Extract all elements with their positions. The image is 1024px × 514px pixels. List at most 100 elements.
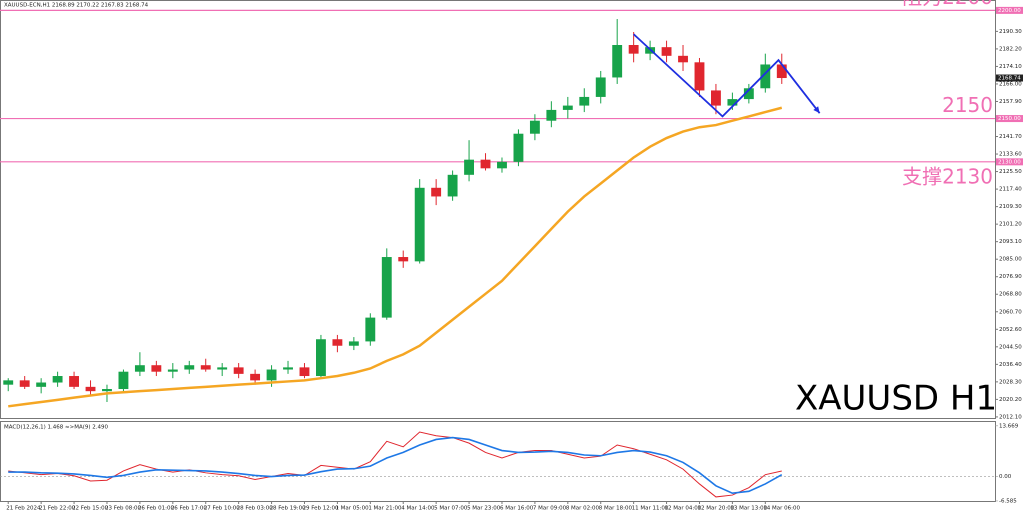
level-tag-label: 2200.00 <box>998 8 1021 14</box>
y-tick-label: 2174.10 <box>999 64 1022 70</box>
candle-body <box>299 367 310 377</box>
candle-body <box>546 109 557 121</box>
y-tick-label: 2012.10 <box>999 414 1022 420</box>
x-tick-label: 27 Feb 10:00 <box>204 506 241 512</box>
candle-body <box>595 77 606 97</box>
y-tick-label: 2109.30 <box>999 204 1022 210</box>
candle-body <box>217 367 228 370</box>
level-name: 阻力2200 <box>902 0 993 9</box>
last-price-tag <box>996 74 1023 82</box>
y-tick-label: 2133.60 <box>999 152 1022 158</box>
candle-body <box>365 317 376 342</box>
y-tick-label: 2036.40 <box>999 362 1022 368</box>
y-tick-label: 2190.30 <box>999 29 1022 35</box>
candle-body <box>200 365 211 370</box>
candle-body <box>316 339 326 377</box>
candle-body <box>414 187 425 262</box>
candle-body <box>167 369 178 372</box>
x-tick-label: 11 Mar 11:00 <box>632 506 669 512</box>
y-tick-label: 2182.20 <box>999 46 1022 52</box>
candle-body <box>727 99 738 106</box>
y-tick-label: 2028.30 <box>999 379 1022 385</box>
candle-body <box>612 45 623 78</box>
candle-body <box>447 174 458 197</box>
y-tick-label: 2052.60 <box>999 327 1022 333</box>
candle-body <box>529 120 540 134</box>
x-tick-label: 22 Feb 15:00 <box>72 506 109 512</box>
x-tick-label: 23 Feb 08:00 <box>105 506 142 512</box>
x-tick-label: 1 Mar 21:00 <box>368 506 402 512</box>
candle-body <box>628 45 639 54</box>
x-tick-label: 7 Mar 09:00 <box>533 506 567 512</box>
candle-body <box>19 380 30 387</box>
x-tick-label: 28 Feb 19:00 <box>270 506 307 512</box>
x-tick-label: 14 Mar 06:00 <box>763 506 800 512</box>
y-tick-label: 2117.40 <box>999 187 1022 193</box>
y-tick-label: 2085.00 <box>999 257 1022 263</box>
candle-body <box>266 369 277 381</box>
y-tick-label: 2101.20 <box>999 222 1022 228</box>
candle-body <box>85 386 96 392</box>
x-tick-label: 6 Mar 16:00 <box>500 506 534 512</box>
main-panel <box>0 0 996 419</box>
macd-label: MACD(12,26,1) 1.468 ≈>MA(9) 2.490 <box>4 425 109 431</box>
y-tick-label: 2060.70 <box>999 309 1022 315</box>
x-tick-label: 5 Mar 23:00 <box>467 506 501 512</box>
x-tick-label: 26 Feb 01:00 <box>138 506 175 512</box>
macd-line <box>8 431 782 498</box>
y-tick-label: 2157.90 <box>999 99 1022 105</box>
pattern-line <box>633 33 821 118</box>
candle-body <box>134 365 145 372</box>
level-tag <box>996 158 1023 166</box>
candle-body <box>184 365 195 370</box>
candle-body <box>118 371 129 390</box>
candle-body <box>562 105 573 110</box>
last-price-label: 2168.74 <box>998 76 1021 82</box>
level-name: 支撑2130 <box>902 164 993 188</box>
x-tick-label: 12 Mar 04:00 <box>665 506 702 512</box>
level-tag-label: 2150.00 <box>998 116 1021 122</box>
level-tag-label: 2130.00 <box>998 159 1021 165</box>
candle-body <box>694 62 705 91</box>
candle-body <box>250 373 261 381</box>
candle-body <box>398 257 409 262</box>
candle-body <box>480 159 491 169</box>
candle-body <box>348 341 359 346</box>
candle-body <box>283 367 293 370</box>
x-tick-label: 8 Mar 02:00 <box>566 506 600 512</box>
candle-body <box>381 257 392 318</box>
candle-body <box>233 367 244 374</box>
x-tick-label: 12 Mar 20:00 <box>697 506 734 512</box>
watermark: XAUUSD H1 <box>795 379 997 419</box>
x-tick-label: 13 Mar 13:00 <box>730 506 767 512</box>
candle-body <box>3 380 14 385</box>
y-tick-label: 2166.00 <box>999 81 1022 87</box>
chart-title: XAUUSD-ECN,H1 2168.89 2170.22 2167.83 21… <box>4 3 149 9</box>
macd-panel <box>0 421 996 502</box>
x-tick-label: 1 Mar 05:00 <box>335 506 369 512</box>
y-tick-label: 2020.20 <box>999 397 1022 403</box>
level-tag <box>996 115 1023 123</box>
x-tick-label: 5 Mar 07:00 <box>434 506 468 512</box>
macd-tick-label: -6.585 <box>999 498 1017 504</box>
x-tick-label: 21 Feb 2024 <box>6 506 41 512</box>
candle-body <box>760 64 771 89</box>
x-tick-label: 28 Feb 03:00 <box>237 506 274 512</box>
y-tick-label: 2068.80 <box>999 292 1022 298</box>
candle-body <box>661 47 672 56</box>
x-tick-label: 4 Mar 14:00 <box>401 506 435 512</box>
moving-average <box>8 106 783 408</box>
y-tick-label: 2076.90 <box>999 274 1022 280</box>
candle-body <box>102 389 112 392</box>
level-name: 2150 <box>942 93 993 117</box>
candle-body <box>36 382 47 387</box>
candle-body <box>579 96 590 106</box>
y-tick-label: 2044.50 <box>999 344 1022 350</box>
y-tick-label: 2093.10 <box>999 239 1022 245</box>
candle-body <box>513 133 524 162</box>
y-tick-label: 2125.50 <box>999 169 1022 175</box>
candle-body <box>711 90 721 106</box>
x-tick-label: 21 Feb 22:00 <box>39 506 76 512</box>
candle-body <box>497 161 507 169</box>
